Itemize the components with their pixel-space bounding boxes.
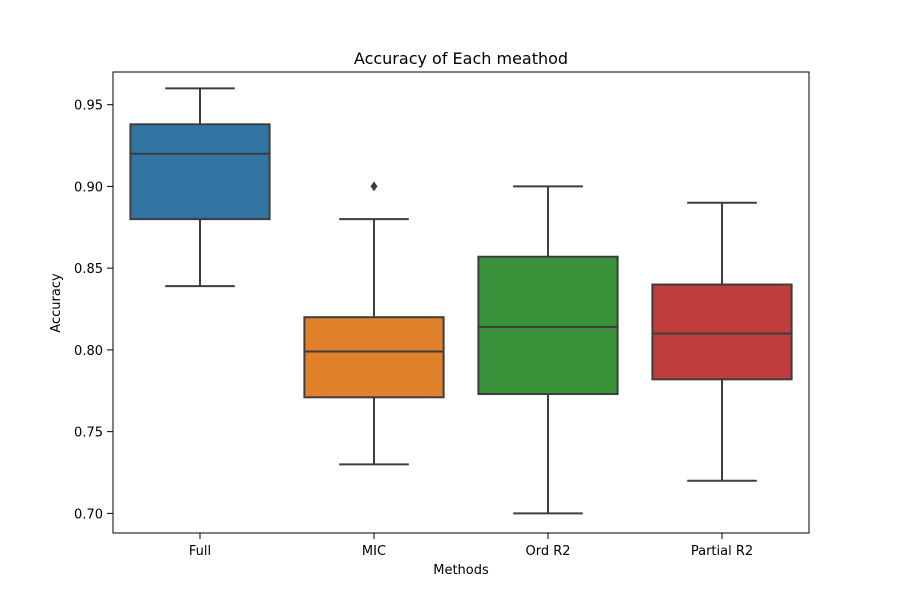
y-tick-label: 0.70 — [74, 507, 103, 522]
plot-area: 0.70 0.75 0.80 0.85 0.90 0.95 Full MIC Ord R2 Par… — [74, 71, 810, 559]
box-mic — [303, 316, 445, 399]
y-tick-label: 0.95 — [74, 99, 103, 114]
x-axis-label: Methods — [433, 563, 489, 578]
chart-title: Accuracy of Each meathod — [354, 49, 568, 68]
box-full — [129, 123, 271, 221]
y-tick-label: 0.80 — [74, 344, 103, 359]
y-tick-label: 0.85 — [74, 262, 103, 277]
x-tick-label: Ord R2 — [525, 544, 570, 559]
y-tick-label: 0.75 — [74, 426, 103, 441]
x-tick-label: Partial R2 — [691, 544, 753, 559]
x-tick-label: Full — [189, 544, 211, 559]
box-partial-r2 — [651, 283, 793, 381]
y-tick-label: 0.90 — [74, 180, 103, 195]
plot-frame — [112, 71, 810, 534]
box-ord-r2 — [477, 255, 619, 396]
outlier-mic — [370, 181, 378, 192]
x-tick-label: MIC — [362, 544, 386, 559]
y-axis-label: Accuracy — [49, 273, 64, 333]
